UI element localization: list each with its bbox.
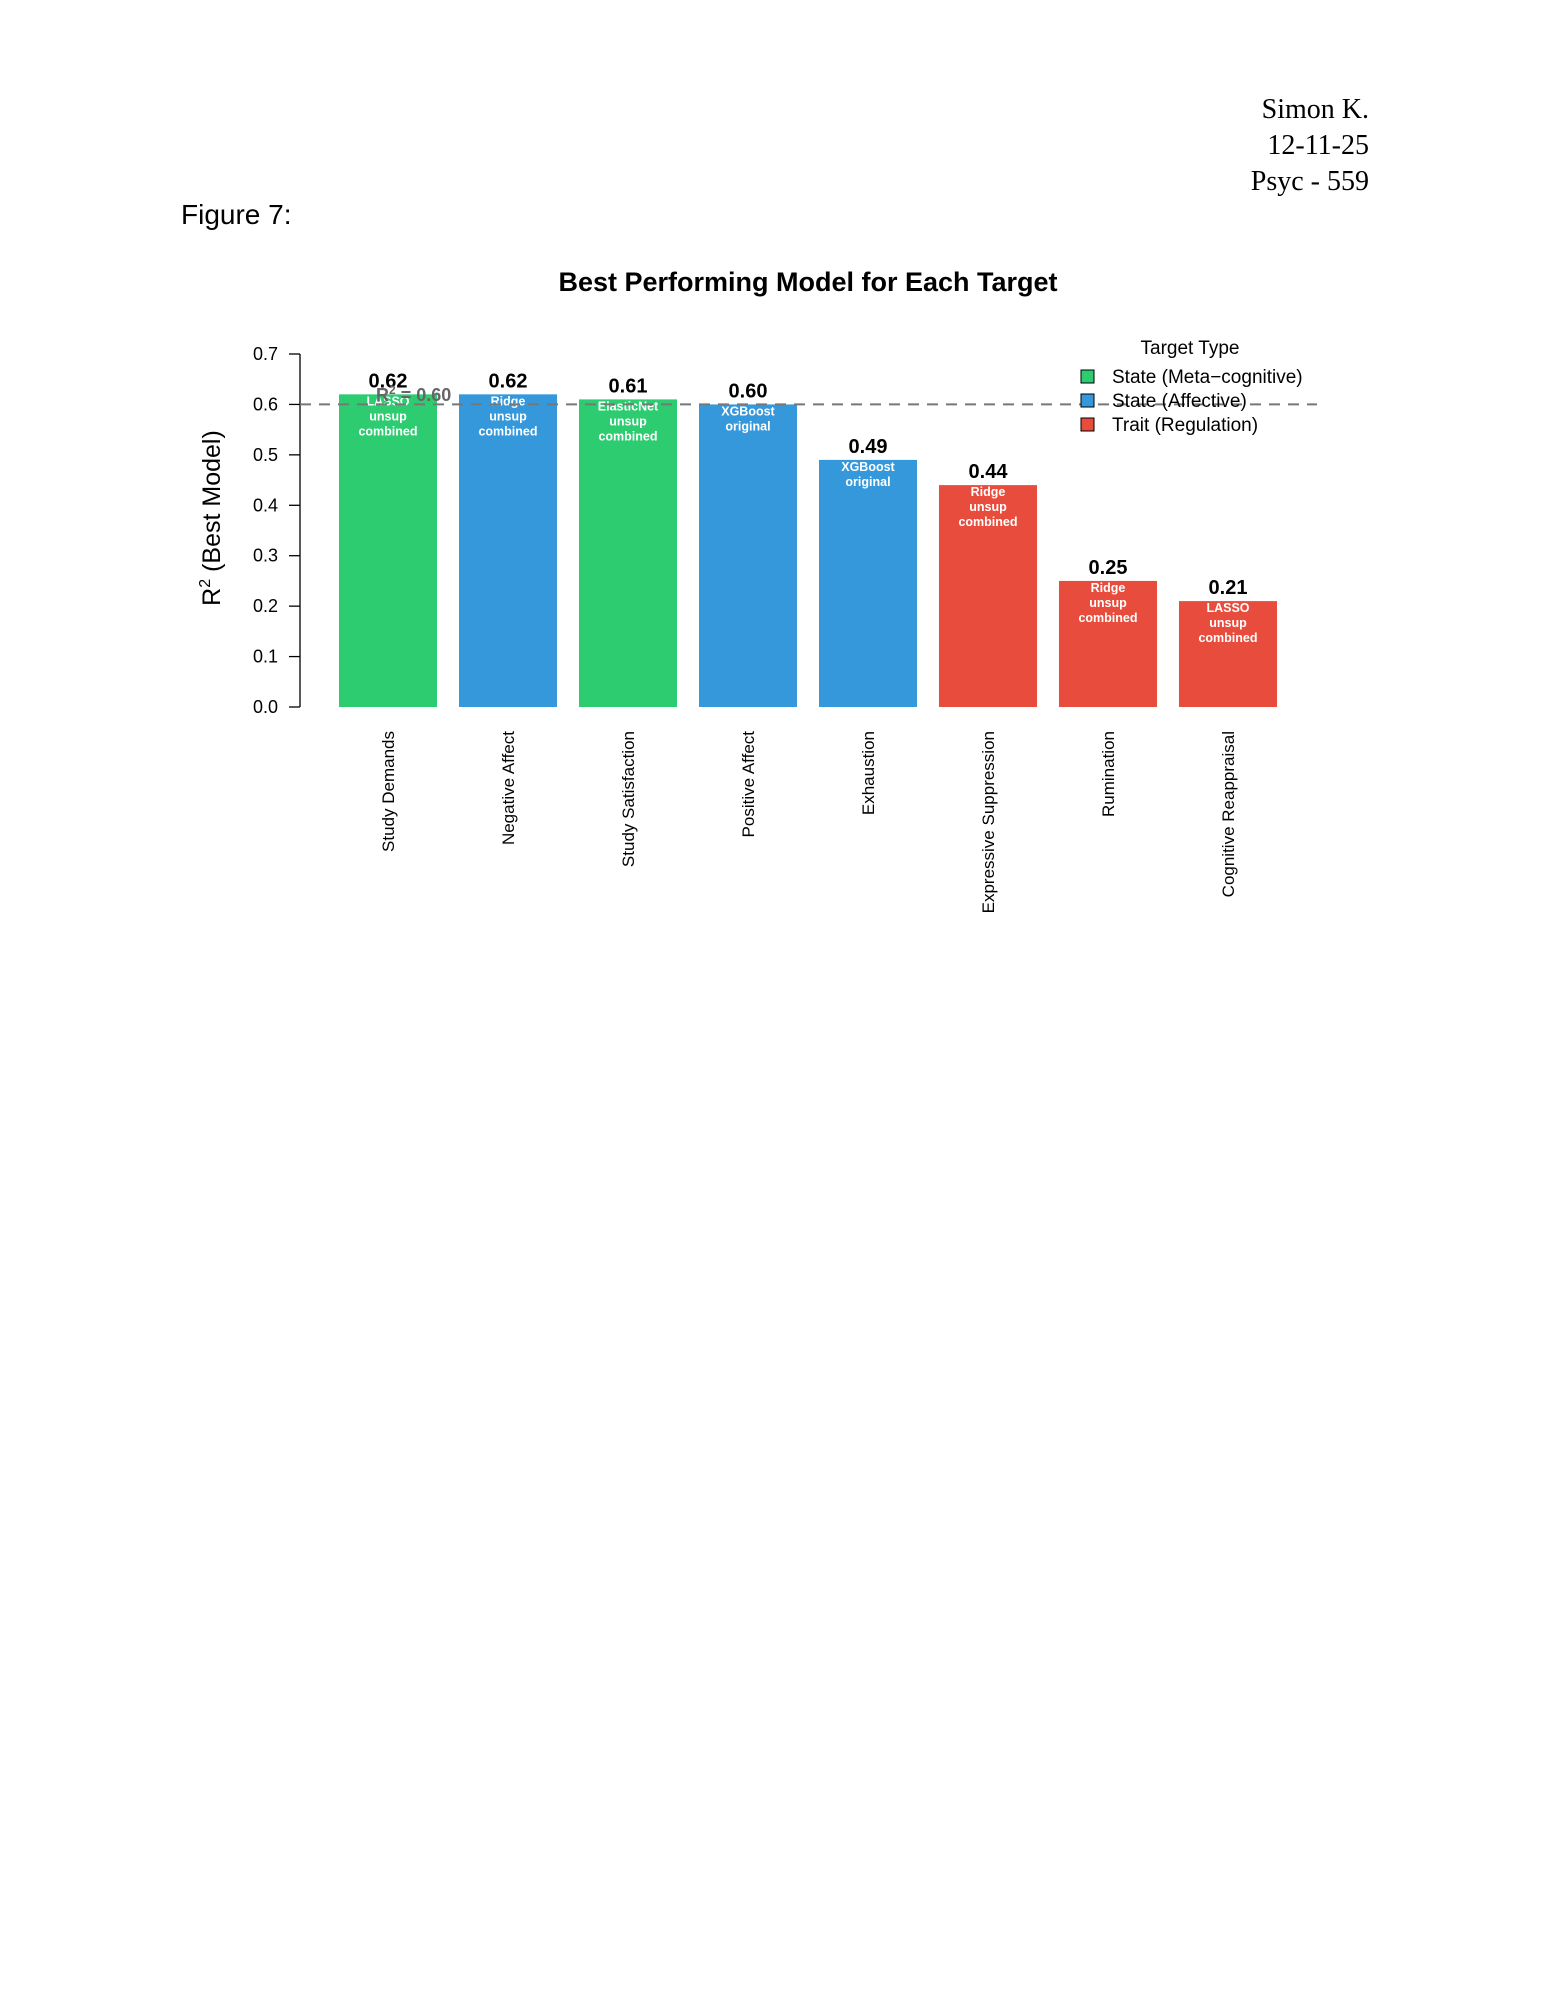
bar-value-label: 0.62 [489,370,528,392]
bar-model-label: XGBoost [721,404,775,418]
y-tick-label: 0.6 [253,394,278,414]
bar-model-label: original [845,475,890,489]
legend-swatch [1080,393,1095,408]
y-tick-label: 0.2 [253,596,278,616]
bar-model-label: Ridge [491,394,526,408]
bar-model-label: unsup [489,409,527,423]
bar-model-label: LASSO [1206,601,1249,615]
bar-model-label: unsup [1209,616,1247,630]
bar [1059,580,1157,707]
reference-line-label: R2 = 0.60 [376,383,451,405]
legend: Target Type State (Meta−cognitive) State (… [1080,338,1303,436]
bar-model-label: original [725,419,770,433]
bar-model-label: combined [1078,611,1137,625]
bar [1179,601,1277,707]
bar [339,394,437,707]
x-category-label: Rumination [1099,731,1118,817]
y-tick-label: 0.7 [253,344,278,364]
x-category-label: Cognitive Reappraisal [1219,731,1238,897]
legend-entry-label: Trait (Regulation) [1112,415,1258,436]
bar [579,399,677,707]
bar [699,404,797,707]
bar-value-label: 0.60 [729,380,768,402]
x-category-label: Exhaustion [859,731,878,815]
bar [819,459,917,707]
y-tick-label: 0.4 [253,495,278,515]
legend-swatch [1080,417,1095,432]
y-tick-label: 0.1 [253,647,278,667]
bar-model-label: combined [358,424,417,438]
bar-model-label: ElasticNet [598,399,659,413]
y-axis-title: R2 (Best Model) [197,430,226,606]
y-tick-label: 0.0 [253,697,278,717]
x-category-label: Negative Affect [499,731,518,845]
document-header: Simon K. 12-11-25 Psyc - 559 [1251,92,1369,200]
bar-value-label: 0.62 [369,370,408,392]
bar-model-label: unsup [369,409,407,423]
bar-model-label: XGBoost [841,460,895,474]
bar-model-label: Ridge [1091,581,1126,595]
y-axis: 0.0 0.1 0.2 0.3 0.4 0.5 0.6 0.7 R2 (Best Model) [197,344,301,717]
figure-label: Figure 7: [181,199,292,230]
bar-value-label: 0.25 [1089,557,1128,579]
legend-entry-label: State (Affective) [1112,391,1247,412]
bar-value-label: 0.61 [609,375,648,397]
y-tick-label: 0.5 [253,445,278,465]
author-name: Simon K. [1261,94,1369,125]
bar-chart: Best Performing Model for Each Target 0.… [197,267,1317,913]
bar [459,394,557,707]
bar-model-label: unsup [1089,596,1127,610]
bar [939,485,1037,707]
bar-value-label: 0.44 [969,461,1009,483]
bar-model-label: combined [598,429,657,443]
legend-title: Target Type [1141,338,1240,359]
legend-entry-label: State (Meta−cognitive) [1112,367,1303,388]
bar-model-label: Ridge [971,485,1006,499]
y-tick-label: 0.3 [253,546,278,566]
legend-swatch [1080,369,1095,384]
x-category-label: Positive Affect [739,731,758,838]
document-date: 12-11-25 [1267,130,1369,161]
bar-model-label: combined [958,515,1017,529]
x-category-label: Study Demands [379,731,398,852]
chart-title: Best Performing Model for Each Target [558,267,1057,297]
bar-model-label: combined [478,424,537,438]
bar-value-label: 0.49 [849,436,888,458]
course-code: Psyc - 559 [1250,166,1369,197]
bar-model-label: unsup [969,500,1007,514]
x-category-label: Study Satisfaction [619,731,638,867]
bar-model-label: combined [1198,631,1257,645]
bar-value-label: 0.21 [1209,577,1248,599]
x-category-label: Expressive Suppression [979,731,998,913]
reference-line-group: R2 = 0.60 [300,383,1317,406]
bar-model-label: unsup [609,414,647,428]
